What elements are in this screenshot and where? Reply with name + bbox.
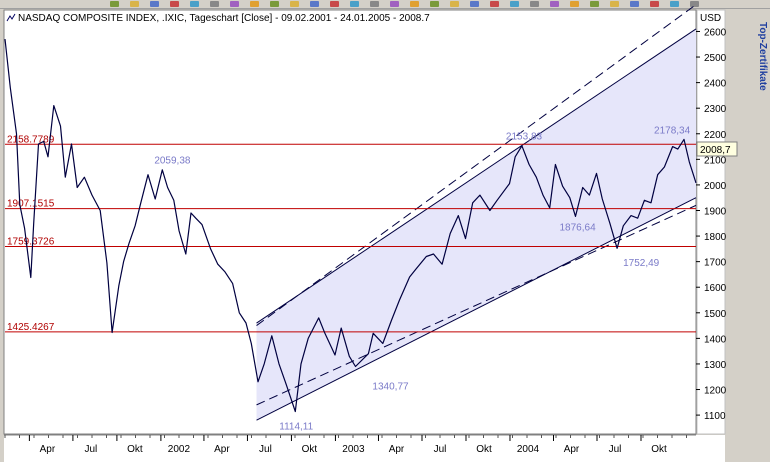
x-tick-label: Apr (214, 444, 230, 455)
x-tick-label: 2002 (168, 444, 191, 455)
toolbar-icon[interactable] (410, 1, 419, 7)
toolbar-icon[interactable] (250, 1, 259, 7)
toolbar-icon[interactable] (290, 1, 299, 7)
x-tick-label: Okt (651, 444, 667, 455)
x-tick-label: 2004 (517, 444, 540, 455)
toolbar-icon[interactable] (110, 1, 119, 7)
side-label: Top-Zertifikate (757, 22, 768, 91)
toolbar-icon[interactable] (270, 1, 279, 7)
toolbar-icon[interactable] (690, 1, 699, 7)
toolbar-icon[interactable] (510, 1, 519, 7)
toolbar (0, 0, 770, 9)
toolbar-icon[interactable] (670, 1, 679, 7)
x-tick-label: Jul (434, 444, 447, 455)
channel-fill (256, 28, 696, 421)
current-value-label: 2008,7 (700, 145, 731, 156)
y-tick-label: 2200 (704, 130, 727, 141)
title-line-icon (6, 13, 16, 22)
x-tick-label: Apr (389, 444, 405, 455)
trend-channel (256, 4, 697, 421)
toolbar-icon[interactable] (150, 1, 159, 7)
x-axis-ticks: Apr Jul Okt 2002 Apr Jul Okt 2003 Apr Jul Okt 2004 A… (4, 435, 687, 455)
toolbar-icon[interactable] (590, 1, 599, 7)
toolbar-icon[interactable] (210, 1, 219, 7)
y-tick-label: 2400 (704, 79, 727, 90)
peak-label: 1340,77 (372, 382, 409, 393)
currency-label: USD (700, 13, 721, 24)
toolbar-icon[interactable] (390, 1, 399, 7)
y-tick-label: 1500 (704, 309, 727, 320)
peak-label: 1876,64 (559, 222, 596, 233)
y-tick-label: 1300 (704, 360, 727, 371)
x-tick-label: Okt (302, 444, 318, 455)
channel-upper-line (256, 28, 697, 324)
toolbar-icon[interactable] (610, 1, 619, 7)
toolbar-icon[interactable] (470, 1, 479, 7)
channel-lower-dashed-line (256, 204, 697, 406)
horizontal-line-label: 2158.7789 (7, 134, 55, 145)
toolbar-icon[interactable] (630, 1, 639, 7)
y-tick-label: 1800 (704, 232, 727, 243)
x-tick-label: Jul (85, 444, 98, 455)
toolbar-icon[interactable] (570, 1, 579, 7)
toolbar-icon[interactable] (530, 1, 539, 7)
x-tick-label: Okt (127, 444, 143, 455)
toolbar-icon[interactable] (350, 1, 359, 7)
toolbar-icon[interactable] (230, 1, 239, 7)
y-tick-label: 1900 (704, 206, 727, 217)
peak-labels: 2059,38 2153,83 2178,34 1876,64 1752,49 1114,… (154, 125, 690, 432)
toolbar-icon[interactable] (130, 1, 139, 7)
toolbar-icon[interactable] (550, 1, 559, 7)
x-tick-label: Okt (476, 444, 492, 455)
peak-label: 1114,11 (279, 421, 313, 432)
y-tick-label: 2100 (704, 155, 727, 166)
toolbar-icon[interactable] (190, 1, 199, 7)
x-tick-label: Apr (40, 444, 56, 455)
y-tick-label: 1700 (704, 258, 727, 269)
channel-upper-dashed-line (256, 4, 697, 326)
toolbar-icon[interactable] (450, 1, 459, 7)
horizontal-line-label: 1907.1515 (7, 199, 55, 210)
x-axis-panel (4, 435, 725, 462)
y-tick-label: 2300 (704, 104, 727, 115)
x-tick-label: 2003 (342, 444, 365, 455)
y-tick-label: 1400 (704, 334, 727, 345)
peak-label: 2059,38 (154, 156, 191, 167)
toolbar-icons (0, 0, 700, 8)
y-axis-ticks: 1100 1200 1300 1400 1500 1600 1700 1800 1900 2000… (696, 27, 727, 422)
support-resistance-lines: 2158.7789 1907.1515 1759.3726 1425.4267 (5, 134, 696, 333)
channel-lower-line (256, 197, 697, 421)
horizontal-line-label: 1759.3726 (7, 236, 55, 247)
current-value-tag: 2008,7 (696, 141, 738, 157)
x-tick-label: Jul (609, 444, 622, 455)
toolbar-icon[interactable] (330, 1, 339, 7)
y-tick-label: 1200 (704, 386, 727, 397)
toolbar-icon[interactable] (170, 1, 179, 7)
y-tick-label: 2000 (704, 181, 727, 192)
peak-label: 1752,49 (623, 258, 660, 269)
chart-title: NASDAQ COMPOSITE INDEX, .IXIC, Tageschar… (18, 13, 430, 24)
peak-label: 2178,34 (654, 125, 691, 136)
y-tick-label: 1100 (704, 411, 726, 422)
toolbar-icon[interactable] (490, 1, 499, 7)
price-series (4, 39, 697, 413)
y-tick-label: 2500 (704, 53, 727, 64)
price-line (4, 39, 697, 413)
x-tick-label: Jul (259, 444, 272, 455)
toolbar-icon[interactable] (650, 1, 659, 7)
y-axis-panel (696, 9, 726, 435)
toolbar-icon[interactable] (370, 1, 379, 7)
y-tick-label: 1600 (704, 283, 727, 294)
y-tick-label: 2600 (704, 27, 727, 38)
peak-label: 2153,83 (506, 132, 543, 143)
toolbar-icon[interactable] (310, 1, 319, 7)
x-tick-label: Apr (564, 444, 580, 455)
toolbar-icon[interactable] (430, 1, 439, 7)
horizontal-line-label: 1425.4267 (7, 322, 55, 333)
